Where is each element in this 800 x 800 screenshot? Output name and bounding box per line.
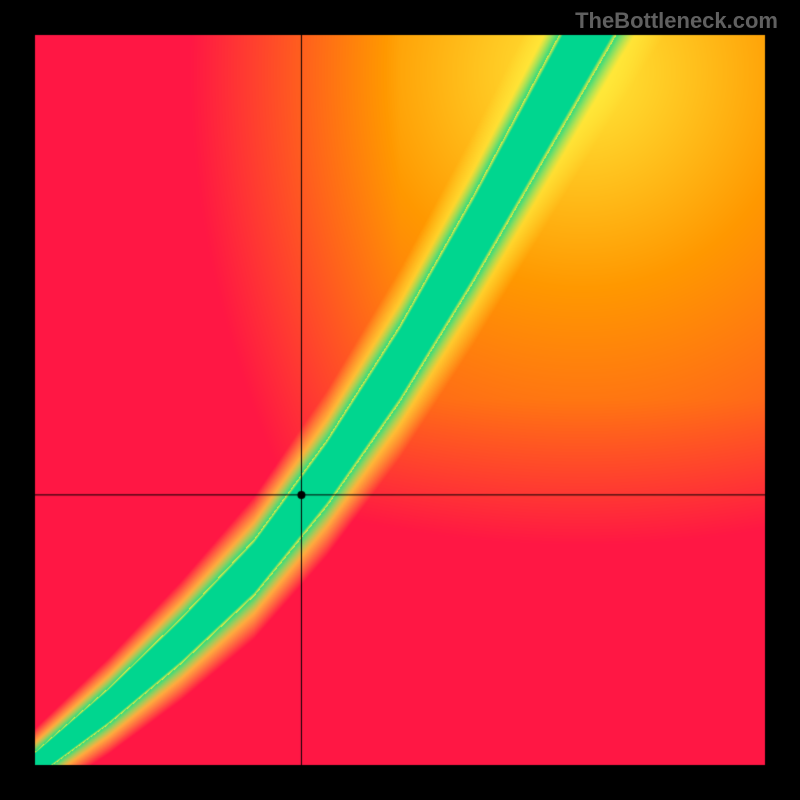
chart-container: TheBottleneck.com — [0, 0, 800, 800]
watermark-text: TheBottleneck.com — [575, 8, 778, 34]
heatmap-canvas — [0, 0, 800, 800]
